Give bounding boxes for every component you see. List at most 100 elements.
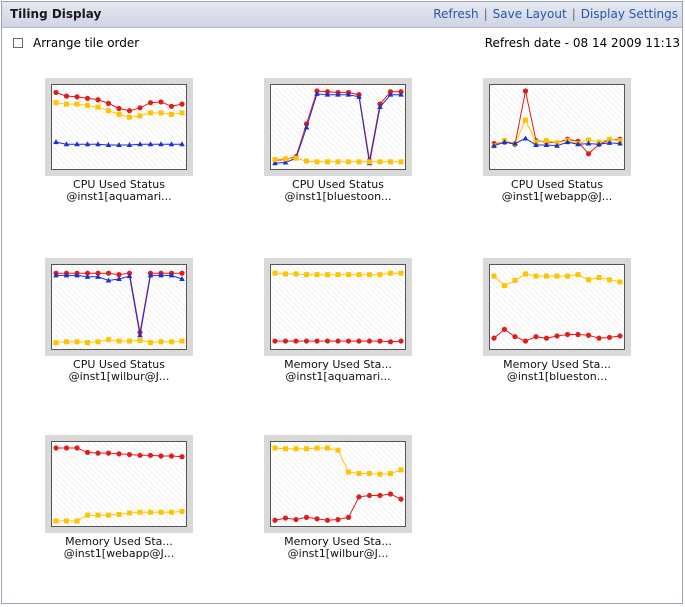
data-point-yellow xyxy=(544,273,549,279)
data-point-red xyxy=(179,270,185,276)
chart-frame xyxy=(45,435,193,533)
data-point-yellow xyxy=(325,159,330,165)
data-point-blue xyxy=(356,93,362,99)
data-point-yellow xyxy=(137,509,143,515)
data-point-red xyxy=(63,93,70,99)
data-point-red xyxy=(314,338,320,344)
chart-svg xyxy=(272,445,404,523)
arrange-tile-order-option[interactable]: Arrange tile order xyxy=(13,36,139,50)
data-point-yellow xyxy=(512,277,518,283)
data-point-yellow xyxy=(325,272,330,278)
tile-metric-label: Memory Used Sta... xyxy=(65,535,173,548)
data-point-red xyxy=(387,339,394,345)
data-point-yellow xyxy=(586,137,591,143)
data-point-red xyxy=(53,89,59,96)
data-point-blue xyxy=(512,140,518,146)
series-line-blue xyxy=(56,274,183,336)
data-point-yellow xyxy=(74,518,80,524)
data-point-blue xyxy=(606,139,613,145)
data-point-blue xyxy=(533,142,539,148)
save-layout-link[interactable]: Save Layout xyxy=(492,7,567,21)
data-point-red xyxy=(272,517,278,523)
data-point-red xyxy=(303,514,310,520)
data-point-red xyxy=(95,270,101,276)
data-point-yellow xyxy=(356,272,362,278)
data-point-yellow xyxy=(335,447,341,453)
data-point-red xyxy=(522,338,529,344)
data-point-red xyxy=(356,338,362,344)
data-point-yellow xyxy=(586,277,591,283)
data-point-red xyxy=(126,108,133,114)
data-point-yellow xyxy=(304,446,309,452)
data-point-yellow xyxy=(106,512,111,518)
chart-frame xyxy=(483,258,631,356)
chart-plot-area xyxy=(51,84,187,170)
data-point-red xyxy=(522,88,529,94)
data-point-blue xyxy=(387,91,394,97)
display-settings-link[interactable]: Display Settings xyxy=(580,7,678,21)
chart-svg xyxy=(53,445,185,524)
tile-caption: Memory Used Sta... @inst1[wilbur@J... xyxy=(244,536,432,560)
data-point-blue xyxy=(53,272,59,278)
data-point-yellow xyxy=(523,271,528,277)
arrange-tile-order-checkbox[interactable] xyxy=(13,38,23,48)
data-point-blue xyxy=(314,90,320,96)
data-point-blue xyxy=(585,140,592,146)
data-point-yellow xyxy=(179,338,185,344)
refresh-date: Refresh date - 08 14 2009 11:13 xyxy=(484,36,680,50)
data-point-yellow xyxy=(377,159,383,165)
data-point-red xyxy=(272,338,278,344)
data-point-red xyxy=(617,333,623,339)
chart-plot-area xyxy=(270,441,406,527)
data-point-blue xyxy=(282,159,289,165)
data-point-yellow xyxy=(272,270,278,276)
data-point-yellow xyxy=(158,339,164,345)
data-point-blue xyxy=(147,272,154,278)
chart-frame xyxy=(483,78,631,176)
data-point-yellow xyxy=(106,108,111,114)
data-point-yellow xyxy=(137,337,143,343)
panel-title: Tiling Display xyxy=(10,7,102,21)
data-point-blue xyxy=(63,272,70,278)
data-point-yellow xyxy=(388,159,393,165)
data-point-yellow xyxy=(283,156,288,162)
data-point-yellow xyxy=(388,270,393,276)
data-point-blue xyxy=(53,139,59,145)
data-point-blue xyxy=(147,141,154,147)
data-point-yellow xyxy=(388,471,393,477)
data-point-red xyxy=(564,331,571,338)
tile-metric-label: CPU Used Status xyxy=(511,178,603,191)
data-point-blue xyxy=(74,141,80,147)
data-point-blue xyxy=(158,272,164,278)
data-point-red xyxy=(116,105,122,112)
data-point-red xyxy=(116,451,122,457)
data-point-yellow xyxy=(74,101,80,107)
data-point-red xyxy=(84,95,91,101)
data-point-red xyxy=(158,99,164,105)
data-point-red xyxy=(512,334,518,340)
series-line-blue xyxy=(274,93,401,164)
data-point-yellow xyxy=(169,509,174,515)
chart-svg xyxy=(491,88,623,157)
data-point-blue xyxy=(345,91,352,97)
refresh-link[interactable]: Refresh xyxy=(433,7,479,21)
data-point-yellow xyxy=(575,272,581,278)
data-point-red xyxy=(398,496,404,502)
tile-instance-label: @inst1[wilbur@J... xyxy=(68,370,170,383)
tile-caption: CPU Used Status @inst1[webapp@J... xyxy=(463,179,651,203)
tile-caption: CPU Used Status @inst1[bluestoon... xyxy=(244,179,432,203)
chart-plot-area xyxy=(270,84,406,170)
data-point-blue xyxy=(179,141,185,147)
data-point-yellow xyxy=(367,471,372,477)
chart-frame xyxy=(264,435,412,533)
data-point-yellow xyxy=(85,512,90,518)
data-point-yellow xyxy=(106,337,111,343)
data-point-red xyxy=(377,492,383,499)
data-point-yellow xyxy=(325,445,330,451)
data-point-yellow xyxy=(127,510,132,516)
chart-frame xyxy=(45,258,193,356)
data-point-yellow xyxy=(148,340,153,346)
data-point-blue xyxy=(95,141,101,147)
data-point-blue xyxy=(168,141,175,147)
data-point-blue xyxy=(95,273,101,279)
